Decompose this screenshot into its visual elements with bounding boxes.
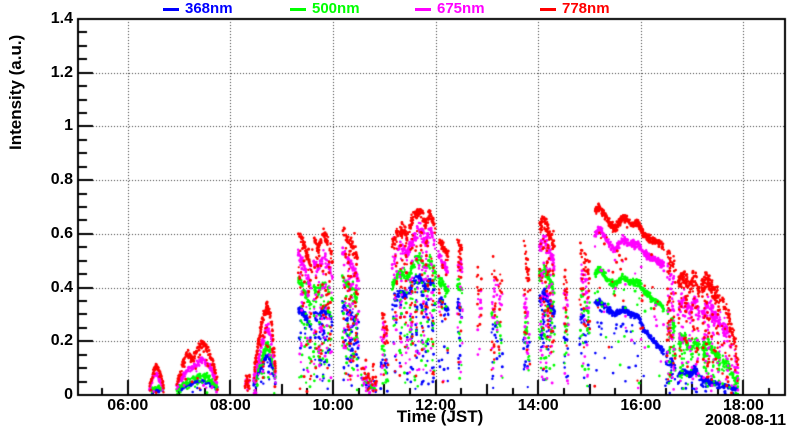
x-tick-label: 12:00 [415, 397, 457, 414]
y-tick-label: 1 [64, 117, 73, 135]
x-tick-label: 08:00 [209, 397, 251, 414]
y-tick-label: 1.4 [50, 10, 73, 27]
legend-item-778nm: 778nm [540, 1, 610, 17]
legend-item-368nm: 368nm [163, 1, 233, 17]
y-tick-label: 0 [64, 386, 73, 403]
y-tick-label: 0.2 [50, 332, 73, 350]
x-tick-label: 18:00 [722, 397, 764, 414]
y-tick-label: 1.2 [50, 63, 73, 81]
legend-line-368nm-icon [163, 7, 179, 11]
legend-label: 675nm [437, 0, 485, 17]
date-label: 2008-08-11 [705, 412, 786, 429]
x-tick-label: 16:00 [620, 397, 662, 414]
legend-item-675nm: 675nm [415, 1, 485, 17]
x-axis-title: Time (JST) [396, 407, 484, 426]
legend-label: 368nm [185, 0, 233, 17]
legend-line-500nm-icon [290, 7, 306, 11]
y-tick-label: 0.4 [50, 278, 73, 296]
y-tick-label: 0.8 [50, 171, 73, 189]
x-tick-label: 10:00 [312, 397, 354, 414]
legend-line-675nm-icon [415, 7, 431, 11]
y-tick-label: 0.6 [50, 224, 73, 242]
legend-item-500nm: 500nm [290, 1, 360, 17]
legend-label: 778nm [562, 0, 610, 17]
x-tick-label: 06:00 [107, 397, 149, 414]
legend-line-778nm-icon [540, 7, 556, 11]
x-tick-label: 14:00 [517, 397, 559, 414]
legend-label: 500nm [312, 0, 360, 17]
